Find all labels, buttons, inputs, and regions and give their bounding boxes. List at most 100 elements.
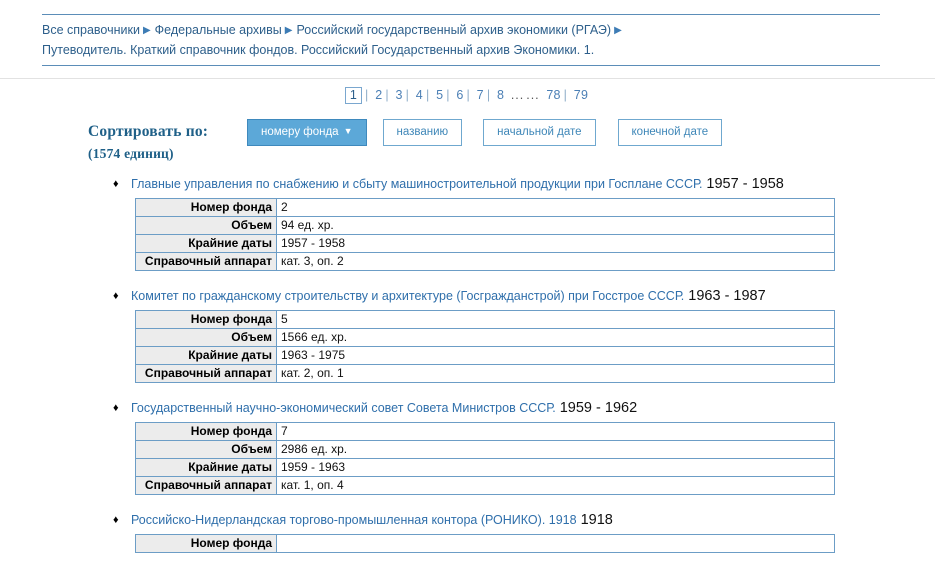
pagination-page-7[interactable]: 7 [476,88,484,102]
breadcrumb-item-all-guides[interactable]: Все справочники [42,23,140,37]
label-volume: Объем [135,328,277,347]
pagination-separator: | [563,88,568,102]
chevron-right-icon: ▶ [142,25,151,36]
table-row: Справочный аппарат кат. 3, оп. 2 [135,252,835,271]
pagination-page-79[interactable]: 79 [573,88,589,102]
label-volume: Объем [135,216,277,235]
pagination-page-8[interactable]: 8 [496,88,505,102]
sort-by-fond-number-label: номеру фонда [261,126,339,138]
pagination-page-2[interactable]: 2 [375,88,383,102]
chevron-right-icon: ▶ [614,25,622,36]
label-fond-number: Номер фонда [135,534,277,553]
fond-date-range: 1957 - 1958 [706,176,784,192]
fond-title-link[interactable]: Комитет по гражданскому строительству и … [131,289,685,303]
pagination-page-3[interactable]: 3 [395,88,403,102]
sort-by-end-date-button[interactable]: конечной дате [617,119,723,146]
sort-by-start-date-label: начальной дате [497,126,582,138]
value-finding-aid: кат. 2, оп. 1 [276,364,835,383]
fond-heading: ♦ Государственный научно-экономический со… [113,399,935,418]
label-fond-number: Номер фонда [135,310,277,329]
record-count: (1574 единиц) [88,146,174,161]
list-item: ♦ Главные управления по снабжению и сбыту… [0,175,935,271]
breadcrumb-item-federal-archives[interactable]: Федеральные архивы [154,23,282,37]
value-extreme-dates: 1957 - 1958 [276,234,835,253]
value-finding-aid: кат. 3, оп. 2 [276,252,835,271]
table-row: Объем 94 ед. хр. [135,216,835,235]
sort-by-name-button[interactable]: названию [382,119,463,146]
value-extreme-dates: 1963 - 1975 [276,346,835,365]
pagination-page-78[interactable]: 78 [546,88,561,102]
sort-label: Сортировать по: [88,123,209,140]
bullet-icon: ♦ [113,402,119,414]
fond-date-range: 1918 [580,512,613,528]
value-fond-number: 5 [276,310,835,329]
table-row: Номер фонда 5 [135,310,835,329]
table-row: Крайние даты 1963 - 1975 [135,346,835,365]
pagination-page-4[interactable]: 4 [415,88,423,102]
breadcrumb-trail: Все справочники ▶ Федеральные архивы ▶ Росси… [42,21,880,60]
table-row: Объем 1566 ед. хр. [135,328,835,347]
fond-details-table: Номер фонда 7 Объем 2986 ед. хр. Крайние… [135,422,835,495]
fond-title-link[interactable]: Российско-Нидерландская торгово-промышле… [131,513,577,527]
pagination-separator: | [385,88,389,102]
value-extreme-dates: 1959 - 1963 [276,458,835,477]
pagination-separator: | [405,88,410,102]
pagination-separator: | [446,88,450,102]
breadcrumb-item-current[interactable]: Путеводитель. Краткий справочник фондов.… [42,43,595,57]
label-finding-aid: Справочный аппарат [135,364,277,383]
label-finding-aid: Справочный аппарат [135,252,277,271]
table-row: Справочный аппарат кат. 1, оп. 4 [135,476,835,495]
value-volume: 2986 ед. хр. [276,440,835,459]
fond-details-table: Номер фонда 5 Объем 1566 ед. хр. Крайние… [135,310,835,383]
bullet-icon: ♦ [113,290,119,302]
value-fond-number: 7 [276,422,835,441]
pagination-separator: | [425,88,430,102]
chevron-right-icon: ▶ [284,25,293,36]
header-divider [0,78,935,79]
pagination: 1 | 2 | 3 | 4 | 5 | 6 | 7 | 8 ...... 78 | 79 [0,79,935,104]
value-fond-number [276,534,835,553]
fond-list: ♦ Главные управления по снабжению и сбыту… [0,175,935,553]
label-fond-number: Номер фонда [135,422,277,441]
breadcrumb-item-rgae[interactable]: Российский государственный архив экономи… [296,23,612,37]
sort-by-end-date-label: конечной дате [631,126,709,138]
list-item: ♦ Российско-Нидерландская торгово-промышл… [0,511,935,553]
fond-date-range: 1959 - 1962 [559,400,638,416]
pagination-page-6[interactable]: 6 [456,88,464,102]
label-extreme-dates: Крайние даты [135,458,277,477]
sort-by-start-date-button[interactable]: начальной дате [483,119,596,146]
pagination-page-5[interactable]: 5 [436,88,444,102]
pagination-ellipsis-right: ... [526,88,540,102]
pagination-current-page[interactable]: 1 [344,87,363,104]
pagination-ellipsis-left: ... [510,88,525,102]
table-row: Крайние даты 1957 - 1958 [135,234,835,253]
fond-title-link[interactable]: Государственный научно-экономический сов… [131,401,556,415]
label-fond-number: Номер фонда [135,198,277,217]
pagination-separator: | [486,88,491,102]
sort-button-group: номеру фонда ▼ названию начальной дате ко… [247,119,723,146]
label-extreme-dates: Крайние даты [135,346,277,365]
fond-heading: ♦ Главные управления по снабжению и сбыту… [113,175,935,194]
value-finding-aid: кат. 1, оп. 4 [276,476,835,495]
pagination-separator: | [365,88,369,102]
sort-label-group: Сортировать по: (1574 единиц) [88,121,208,165]
list-item: ♦ Комитет по гражданскому строительству и… [0,287,935,383]
chevron-down-icon: ▼ [343,126,353,136]
table-row: Объем 2986 ед. хр. [135,440,835,459]
fond-title-link[interactable]: Главные управления по снабжению и сбыту … [131,177,703,191]
pagination-separator: | [466,88,470,102]
table-row: Номер фонда [135,534,835,553]
value-fond-number: 2 [276,198,835,217]
fond-details-table: Номер фонда 2 Объем 94 ед. хр. Крайние д… [135,198,835,271]
table-row: Номер фонда 7 [135,422,835,441]
value-volume: 1566 ед. хр. [276,328,835,347]
sort-by-fond-number-button[interactable]: номеру фонда ▼ [247,119,367,146]
value-volume: 94 ед. хр. [276,216,835,235]
label-extreme-dates: Крайние даты [135,234,277,253]
fond-details-table: Номер фонда [135,534,835,553]
breadcrumb: Все справочники ▶ Федеральные архивы ▶ Росси… [42,14,880,66]
bullet-icon: ♦ [113,514,119,526]
table-row: Крайние даты 1959 - 1963 [135,458,835,477]
sort-bar: Сортировать по: (1574 единиц) номеру фон… [0,119,935,171]
label-volume: Объем [135,440,277,459]
